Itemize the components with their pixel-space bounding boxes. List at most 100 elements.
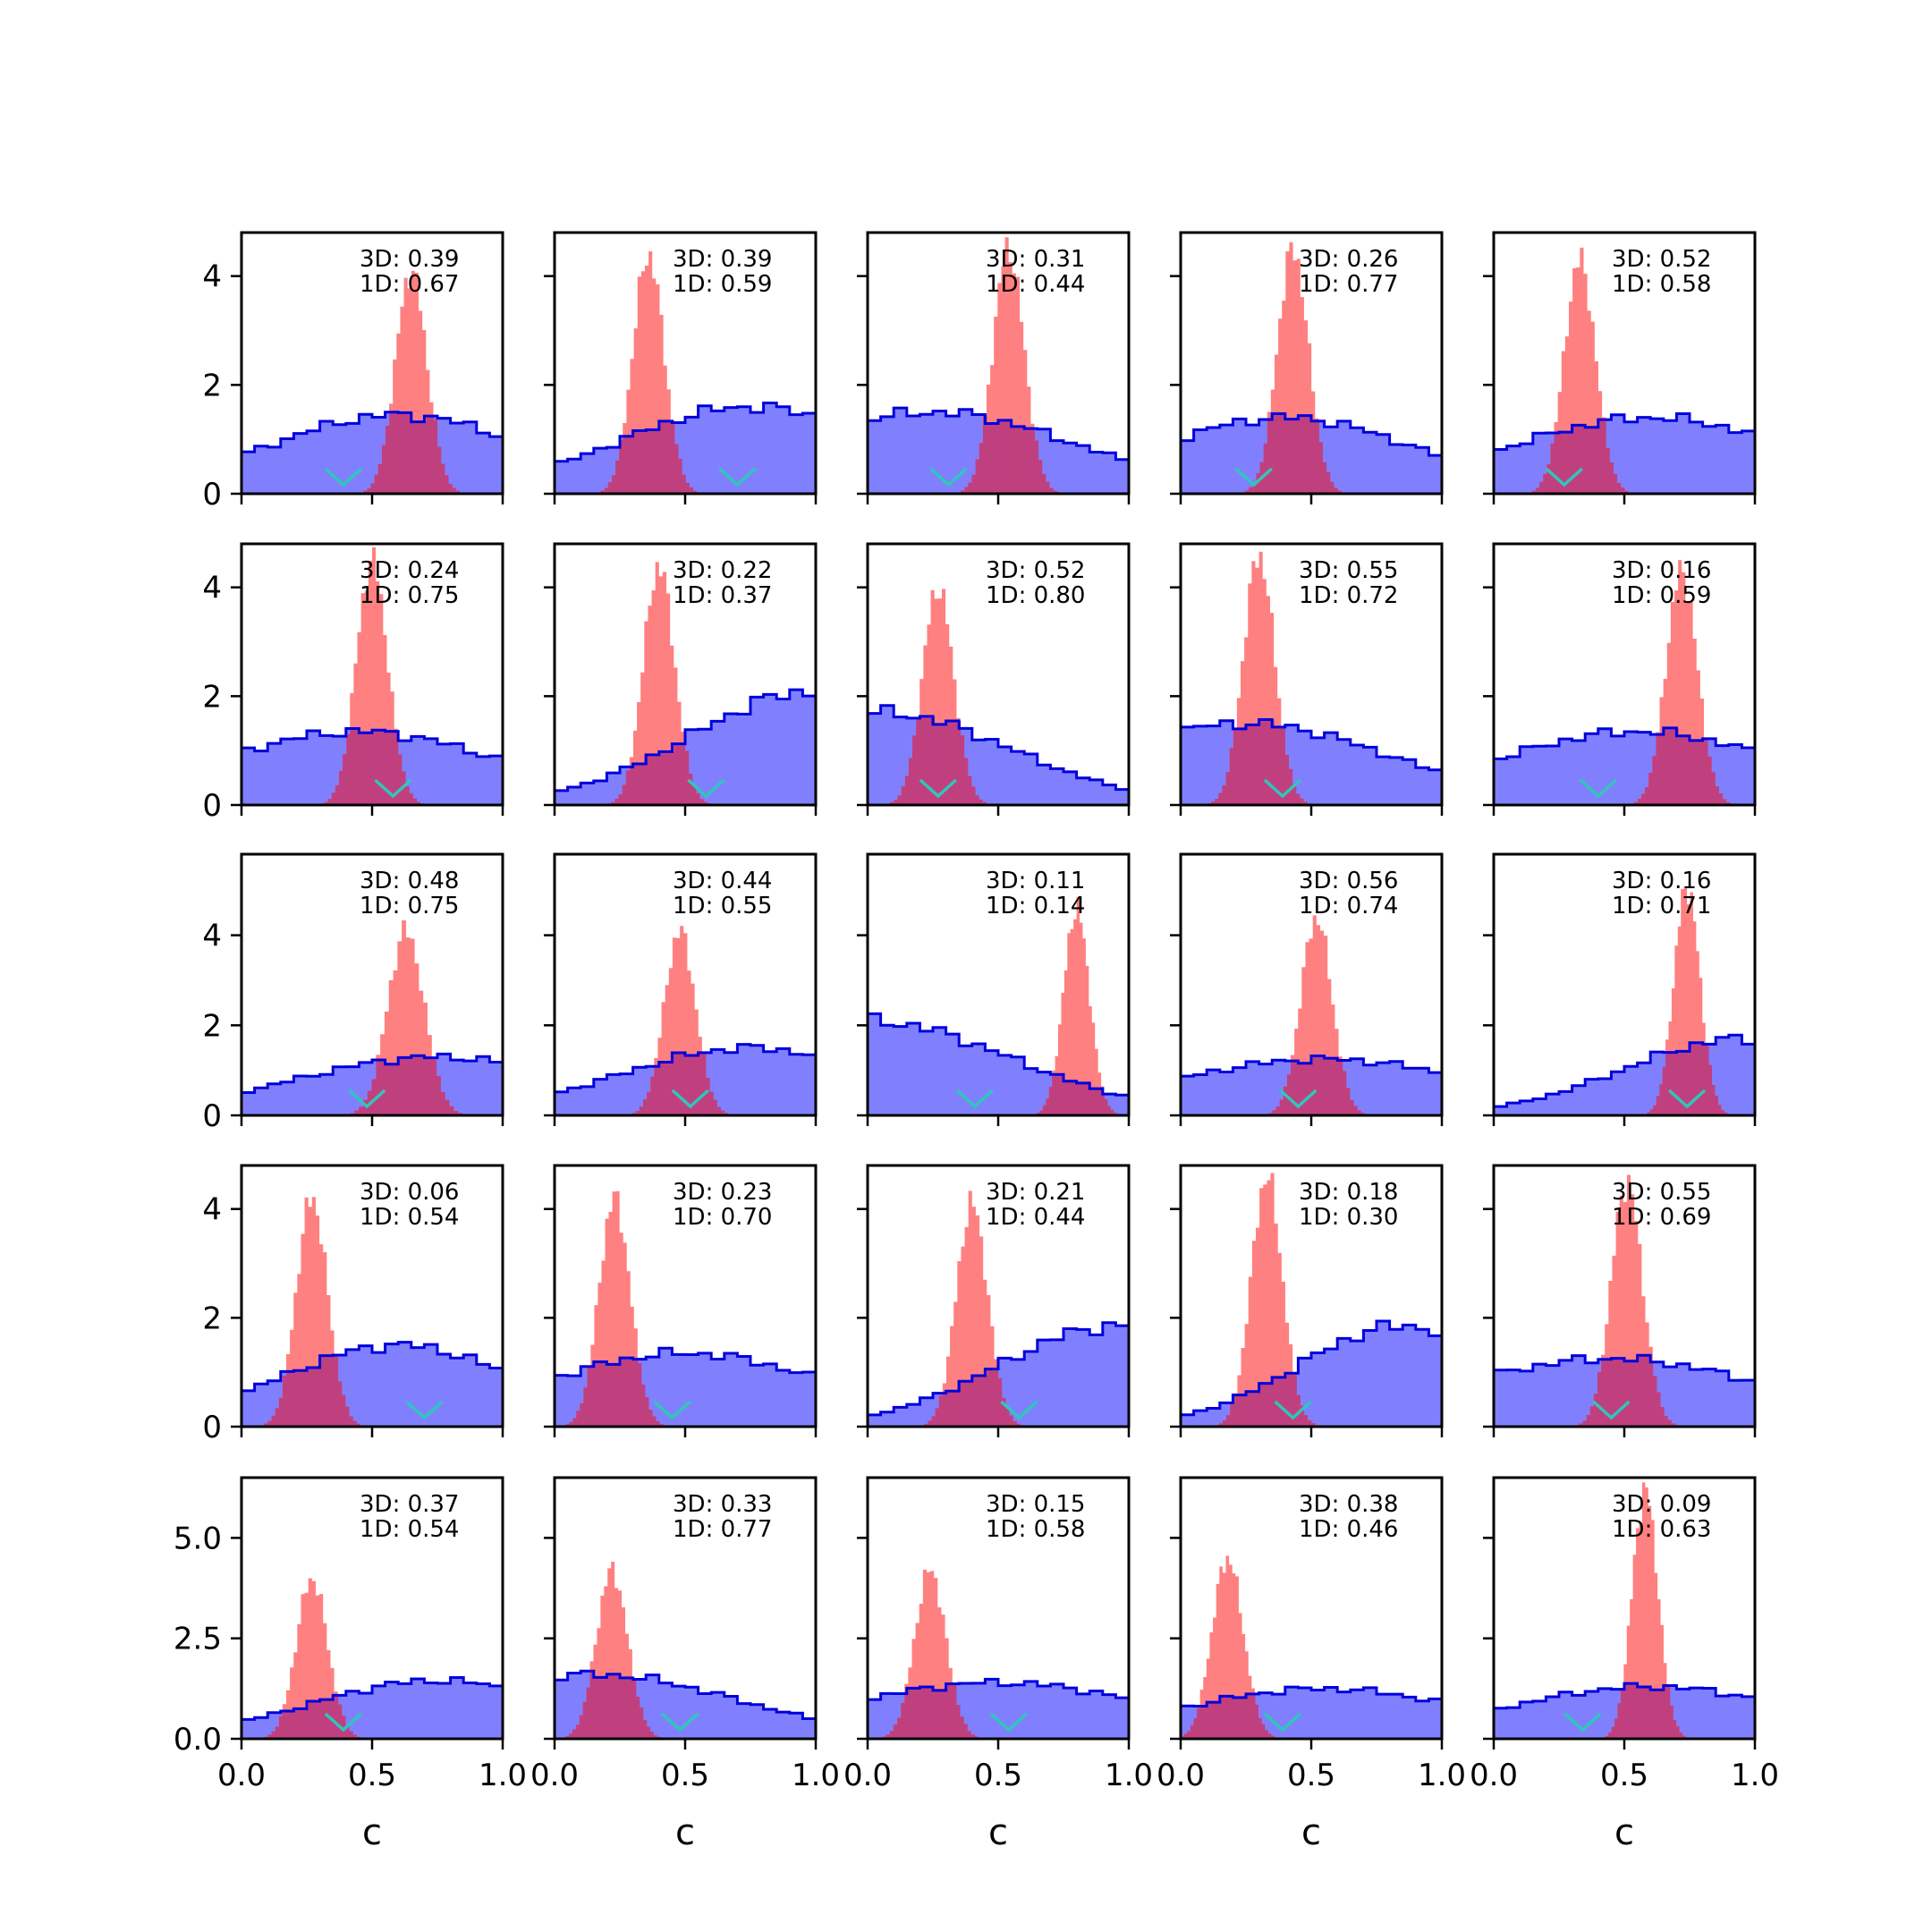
overlap-bar	[961, 490, 965, 494]
overlap-bar	[1671, 1423, 1676, 1427]
overlap-bar	[1652, 756, 1657, 805]
true-value-marker	[653, 1400, 691, 1420]
overlap-bar	[1236, 728, 1241, 805]
overlap-bar	[637, 763, 641, 805]
overlap-bar	[1652, 1376, 1657, 1427]
overlap-bar	[414, 1055, 419, 1115]
overlap-bar	[611, 801, 615, 805]
overlap-bar	[582, 1701, 588, 1739]
prior-histogram-outline	[1494, 1033, 1755, 1108]
overlap-bar	[1225, 1696, 1230, 1739]
y-tick-label: 0	[202, 788, 222, 824]
overlap-bar	[1241, 1697, 1246, 1739]
x-tick-label: 0.0	[217, 1758, 266, 1793]
overlap-bar	[1601, 1359, 1606, 1427]
prior-histogram-outline	[242, 411, 503, 453]
overlap-bar	[1237, 1394, 1242, 1427]
plot-area	[1181, 915, 1442, 1115]
posterior-histogram	[1634, 886, 1740, 1115]
overlap-bar	[386, 731, 392, 805]
overlap-bar	[680, 1053, 684, 1115]
overlap-bar	[1682, 735, 1686, 805]
overlap-bar	[1345, 1088, 1351, 1115]
posterior-histogram	[1253, 915, 1379, 1115]
overlap-bar	[1038, 460, 1043, 494]
overlap-bar	[930, 1686, 935, 1739]
annotation-1d: 1D: 0.70	[673, 1204, 772, 1231]
overlap-bar	[267, 1420, 272, 1427]
overlap-bar	[1535, 487, 1540, 494]
annotation-1d: 1D: 0.55	[673, 893, 772, 919]
overlap-bar	[1699, 740, 1705, 805]
overlap-bar	[409, 792, 413, 805]
x-axis-label: c	[1301, 1812, 1321, 1853]
overlap-bar	[308, 1367, 313, 1427]
overlap-bar	[1097, 1089, 1102, 1115]
overlap-bar	[327, 799, 333, 805]
overlap-bar	[1633, 801, 1639, 805]
annotation-3d: 3D: 0.22	[673, 557, 772, 584]
annotation-1d: 1D: 0.75	[360, 582, 459, 609]
overlap-bar	[589, 1671, 594, 1739]
overlap-bar	[1282, 413, 1286, 494]
overlap-bar	[615, 460, 620, 494]
overlap-bar	[688, 773, 693, 805]
overlap-bar	[1055, 1074, 1059, 1115]
overlap-bar	[1638, 1355, 1642, 1427]
annotation-1d: 1D: 0.69	[1612, 1204, 1711, 1231]
overlap-bar	[376, 730, 380, 805]
overlap-bar	[1190, 1724, 1194, 1739]
x-tick-label: 0.0	[1157, 1758, 1205, 1793]
overlap-bar	[948, 1683, 953, 1739]
overlap-bar	[1722, 799, 1727, 805]
annotation-3d: 3D: 0.16	[1612, 868, 1711, 894]
overlap-bar	[960, 1716, 964, 1739]
overlap-bar	[630, 436, 635, 494]
overlap-bar	[455, 490, 460, 494]
overlap-bar	[685, 482, 690, 494]
annotation-1d: 1D: 0.77	[673, 1516, 772, 1543]
overlap-bar	[301, 1708, 306, 1739]
overlap-bar	[676, 1053, 681, 1115]
overlap-bar	[1331, 1058, 1335, 1115]
overlap-bar	[1216, 1702, 1220, 1739]
true-value-marker	[1592, 1400, 1631, 1420]
overlap-bar	[889, 1731, 894, 1739]
overlap-bar	[619, 440, 623, 494]
overlap-bar	[975, 459, 980, 494]
x-tick-label: 0.0	[843, 1758, 892, 1793]
overlap-bar	[1008, 419, 1013, 494]
overlap-bar	[393, 1063, 398, 1115]
overlap-bar	[935, 1408, 940, 1427]
posterior-histogram	[909, 1191, 1035, 1427]
annotation-1d: 1D: 0.46	[1299, 1516, 1398, 1543]
prior-histogram-outline	[868, 406, 1129, 462]
overlap-bar	[1696, 1042, 1700, 1115]
overlap-bar	[576, 1411, 580, 1427]
overlap-bar	[436, 1075, 441, 1115]
overlap-bar	[1605, 1735, 1609, 1739]
posterior-histogram	[1204, 1173, 1330, 1427]
overlap-bar	[597, 1361, 602, 1427]
overlap-bar	[426, 416, 430, 494]
overlap-bar	[1076, 1082, 1080, 1115]
overlap-bar	[1656, 734, 1661, 805]
overlap-bar	[1089, 1089, 1093, 1115]
y-tick-label: 5.0	[174, 1521, 222, 1556]
overlap-bar	[1531, 490, 1537, 494]
prior-histogram-outline	[242, 1052, 503, 1095]
overlap-bar	[611, 1674, 615, 1739]
overlap-bar	[304, 1370, 309, 1427]
overlap-bar	[1645, 1687, 1649, 1739]
overlap-bar	[431, 1059, 437, 1115]
overlap-bar	[1251, 1391, 1257, 1427]
overlap-bar	[611, 475, 616, 494]
annotation-1d: 1D: 0.14	[986, 893, 1085, 919]
overlap-bar	[1233, 1394, 1238, 1427]
overlap-bar	[635, 1110, 640, 1115]
overlap-bar	[407, 412, 412, 494]
